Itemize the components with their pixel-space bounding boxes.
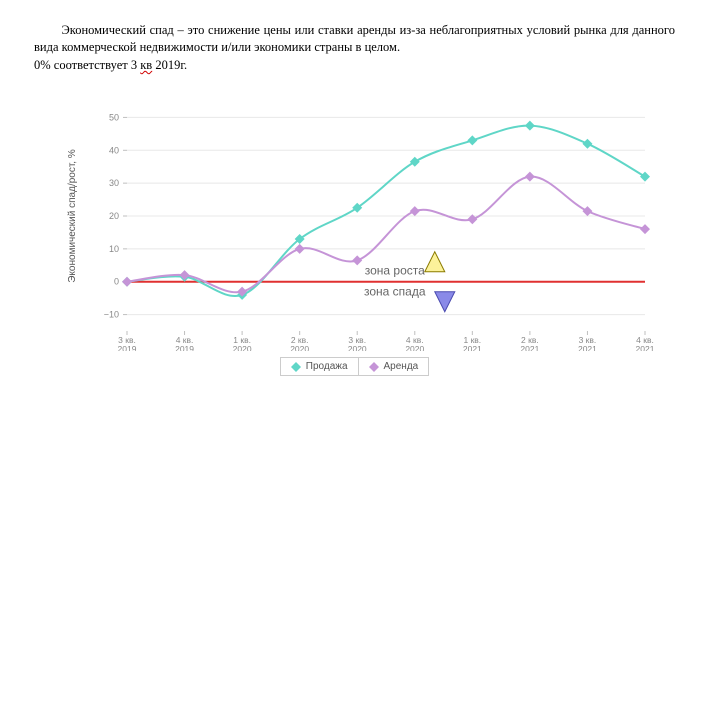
legend-label: Аренда xyxy=(384,361,419,372)
svg-text:2019: 2019 xyxy=(117,344,136,351)
description-paragraph: Экономический спад – это снижение цены и… xyxy=(34,22,675,56)
svg-text:0: 0 xyxy=(113,276,118,286)
svg-text:2019: 2019 xyxy=(175,344,194,351)
chart-legend: Продажа Аренда xyxy=(55,357,655,376)
svg-text:−10: −10 xyxy=(103,309,118,319)
svg-text:2021: 2021 xyxy=(577,344,596,351)
svg-text:2020: 2020 xyxy=(232,344,251,351)
svg-text:зона спада: зона спада xyxy=(364,284,426,298)
legend-item[interactable]: Аренда xyxy=(358,357,430,376)
svg-text:Экономический спад/рост, %: Экономический спад/рост, % xyxy=(67,149,78,283)
svg-text:20: 20 xyxy=(108,211,118,221)
page: Экономический спад – это снижение цены и… xyxy=(0,0,709,710)
svg-text:30: 30 xyxy=(108,178,118,188)
svg-text:2020: 2020 xyxy=(290,344,309,351)
legend-label: Продажа xyxy=(306,361,348,372)
svg-text:2020: 2020 xyxy=(405,344,424,351)
legend-item[interactable]: Продажа xyxy=(280,357,359,376)
svg-text:зона роста: зона роста xyxy=(364,263,424,277)
svg-text:2020: 2020 xyxy=(347,344,366,351)
economic-chart: −10010203040503 кв.20194 кв.20191 кв.202… xyxy=(55,91,655,351)
svg-text:2021: 2021 xyxy=(520,344,539,351)
baseline-squiggle: кв xyxy=(140,58,152,72)
legend-swatch xyxy=(369,362,378,371)
legend-swatch xyxy=(291,362,300,371)
svg-text:10: 10 xyxy=(108,244,118,254)
chart-container: −10010203040503 кв.20194 кв.20191 кв.202… xyxy=(55,91,655,391)
svg-text:2021: 2021 xyxy=(635,344,654,351)
baseline-note: 0% соответствует 3 кв 2019г. xyxy=(34,58,675,73)
svg-text:50: 50 xyxy=(108,112,118,122)
baseline-suffix: 2019г. xyxy=(152,58,187,72)
svg-text:2021: 2021 xyxy=(462,344,481,351)
baseline-prefix: 0% соответствует 3 xyxy=(34,58,140,72)
svg-text:40: 40 xyxy=(108,145,118,155)
